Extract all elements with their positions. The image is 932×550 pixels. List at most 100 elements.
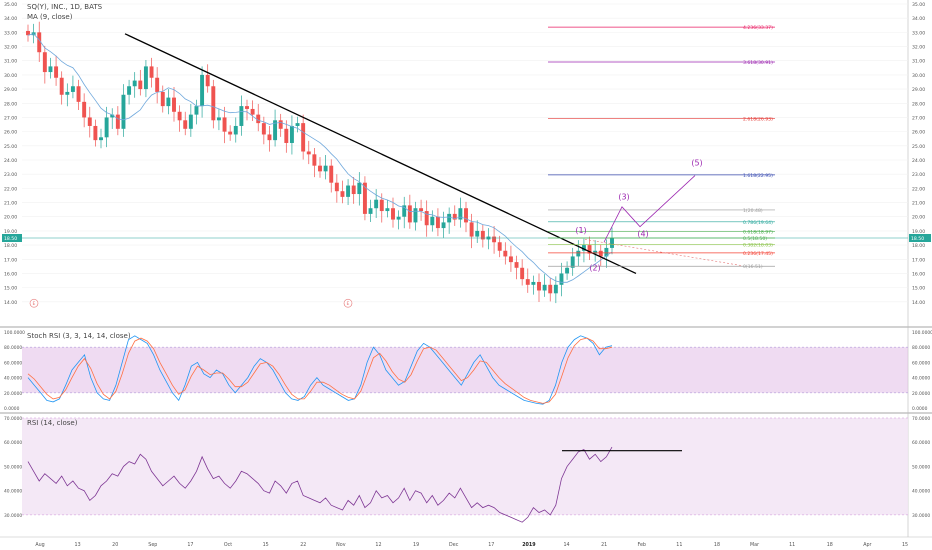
candle-body bbox=[138, 80, 143, 90]
price-tick-label: 27.00 bbox=[912, 115, 925, 121]
candle-body bbox=[76, 86, 81, 102]
price-tick-label: 25.00 bbox=[4, 144, 17, 150]
rsi-tick-label: 70.0000 bbox=[4, 416, 22, 422]
candle-body bbox=[70, 86, 75, 92]
candle-body bbox=[368, 208, 373, 214]
earnings-marker bbox=[29, 298, 39, 308]
candle-body bbox=[391, 208, 395, 220]
price-tick-label: 25.00 bbox=[912, 144, 925, 150]
price-tick-label: 28.00 bbox=[4, 101, 17, 107]
price-tick-label: 17.00 bbox=[912, 257, 925, 263]
stoch-tick-label: 80.0000 bbox=[4, 345, 22, 351]
time-tick-label: Oct bbox=[224, 542, 232, 548]
stoch-tick-label: 80.0000 bbox=[912, 345, 930, 351]
candle-body bbox=[559, 273, 564, 285]
candle-body bbox=[99, 137, 103, 141]
candle-body bbox=[480, 230, 485, 240]
candle-body bbox=[508, 256, 513, 263]
candle-body bbox=[48, 66, 53, 73]
candle-body bbox=[127, 86, 132, 95]
price-tick-label: 24.00 bbox=[912, 158, 925, 164]
candle-body bbox=[357, 182, 362, 195]
current-price-marker bbox=[2, 234, 22, 242]
time-tick-label: 20 bbox=[112, 542, 118, 548]
stoch-d-line bbox=[27, 337, 613, 404]
candle-body bbox=[469, 222, 474, 237]
fib-level-label: 1(20.48) bbox=[743, 208, 763, 214]
fib-level-label: 0.236(17.45) bbox=[743, 251, 773, 257]
candle-body bbox=[447, 213, 452, 223]
fib-level-label: 0.618(18.97) bbox=[743, 229, 773, 235]
time-tick-label: 15 bbox=[263, 542, 269, 548]
price-tick-label: 32.00 bbox=[4, 45, 17, 51]
price-tick-label: 22.00 bbox=[4, 186, 17, 192]
wave-label: (5) bbox=[691, 159, 702, 168]
candle-body bbox=[351, 185, 356, 195]
fib-level-label: 0(16.51) bbox=[743, 264, 763, 270]
current-price-label: 18.50 bbox=[4, 236, 17, 242]
candle-body bbox=[581, 245, 586, 251]
candle-body bbox=[396, 216, 401, 220]
wave-label: (2) bbox=[589, 264, 600, 273]
price-tick-label: 33.00 bbox=[4, 30, 17, 36]
stoch-tick-label: 100.0000 bbox=[912, 330, 932, 336]
candle-body bbox=[284, 128, 289, 143]
candle-body bbox=[424, 211, 429, 226]
price-tick-label: 26.00 bbox=[912, 130, 925, 136]
earnings-marker-label: E bbox=[347, 301, 350, 307]
time-tick-label: 17 bbox=[488, 542, 494, 548]
candle-body bbox=[441, 222, 446, 229]
candle-body bbox=[115, 114, 120, 129]
candle-body bbox=[278, 120, 283, 129]
time-tick-label: Apr bbox=[863, 542, 871, 548]
rsi-line bbox=[27, 446, 613, 523]
candle-body bbox=[172, 97, 176, 112]
elliott-wave-projection bbox=[603, 175, 696, 243]
candle-body bbox=[492, 236, 497, 243]
candle-body bbox=[374, 199, 379, 209]
rsi-tick-label: 60.0000 bbox=[912, 440, 930, 446]
price-tick-label: 34.00 bbox=[4, 16, 17, 22]
time-tick-label: Nov bbox=[336, 542, 346, 548]
price-tick-label: 16.00 bbox=[912, 271, 925, 277]
time-tick-label: Aug bbox=[35, 542, 44, 548]
candle-body bbox=[435, 216, 440, 229]
candle-body bbox=[362, 182, 367, 214]
price-tick-label: 29.00 bbox=[912, 87, 925, 93]
ma-legend: MA (9, close) bbox=[27, 13, 73, 21]
time-tick-label: 13 bbox=[75, 542, 81, 548]
candle-body bbox=[570, 256, 575, 268]
candle-body bbox=[261, 123, 266, 135]
price-tick-label: 24.00 bbox=[4, 158, 17, 164]
price-tick-label: 19.00 bbox=[4, 229, 17, 235]
time-tick-label: 18 bbox=[714, 542, 720, 548]
candle-body bbox=[37, 32, 42, 53]
fib-level-label: 0.786(19.64) bbox=[743, 220, 773, 226]
candle-body bbox=[430, 216, 435, 226]
earnings-marker bbox=[343, 298, 353, 308]
candle-body bbox=[301, 123, 306, 152]
current-price-label: 18.50 bbox=[911, 236, 924, 242]
candle-body bbox=[149, 66, 154, 78]
candle-body bbox=[121, 94, 126, 129]
price-tick-label: 31.00 bbox=[4, 59, 17, 65]
time-tick-label: 14 bbox=[563, 542, 569, 548]
time-tick-label: 11 bbox=[789, 542, 795, 548]
candle-body bbox=[402, 205, 407, 217]
candle-body bbox=[54, 66, 59, 78]
rsi-band bbox=[22, 418, 908, 515]
candle-body bbox=[458, 208, 463, 220]
candle-body bbox=[132, 80, 137, 87]
candle-body bbox=[318, 165, 322, 172]
stoch-tick-label: 0.0000 bbox=[912, 406, 928, 412]
candle-body bbox=[475, 230, 480, 237]
candle-body bbox=[216, 117, 221, 121]
candle-body bbox=[531, 281, 536, 285]
candle-body bbox=[42, 52, 47, 73]
fib-level-label: 1.618(22.95) bbox=[743, 173, 773, 179]
candle-body bbox=[379, 199, 384, 212]
candle-body bbox=[452, 213, 457, 220]
candle-body bbox=[346, 185, 351, 197]
candle-body bbox=[177, 111, 182, 121]
